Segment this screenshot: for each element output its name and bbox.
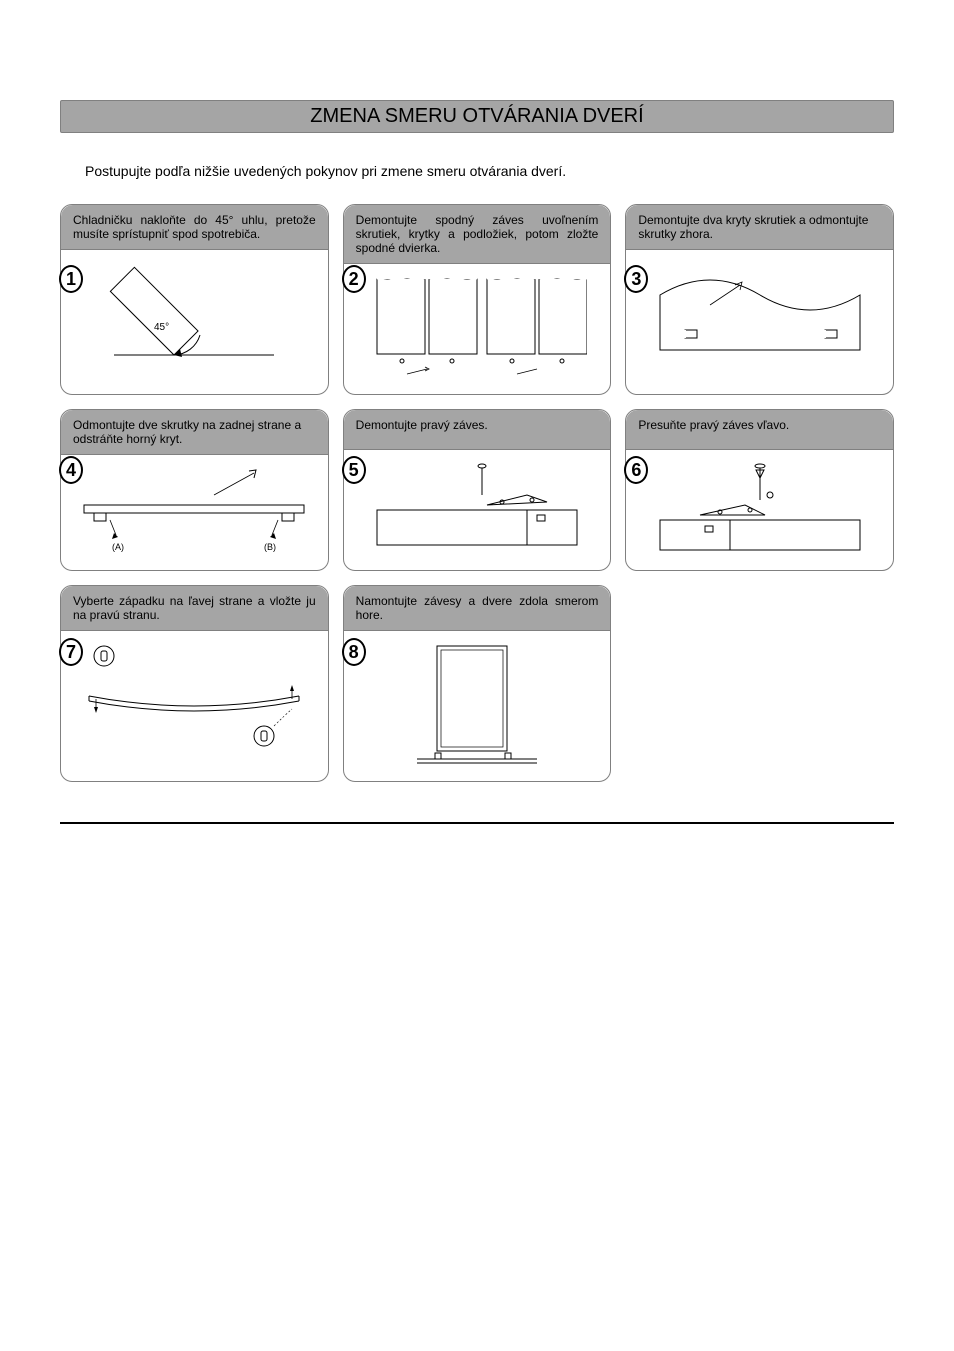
step-text-2: Demontujte spodný záves uvoľnením skruti… [344, 205, 611, 264]
step-card-7: Vyberte západku na ľavej strane a vložte… [60, 585, 329, 782]
step-card-3: Demontujte dva kryty skrutiek a odmontuj… [625, 204, 894, 395]
step-card-8: Namontujte závesy a dvere zdola smerom h… [343, 585, 612, 782]
step-diagram-8 [344, 631, 611, 781]
empty-cell [625, 585, 894, 782]
step-card-1: Chladničku nakloňte do 45° uhlu, pretože… [60, 204, 329, 395]
step-card-6: Presuňte pravý záves vľavo. 6 [625, 409, 894, 571]
step-number-4: 4 [59, 456, 83, 484]
step-diagram-6 [626, 450, 893, 570]
step-card-5: Demontujte pravý záves. 5 [343, 409, 612, 571]
step-number-7: 7 [59, 638, 83, 666]
divider [60, 822, 894, 824]
label-B: (B) [264, 542, 276, 552]
step-text-1: Chladničku nakloňte do 45° uhlu, pretože… [61, 205, 328, 250]
step-number-1: 1 [59, 265, 83, 293]
angle-label: 45° [154, 322, 169, 333]
step-number-2: 2 [342, 265, 366, 293]
step-text-8: Namontujte závesy a dvere zdola smerom h… [344, 586, 611, 631]
step-text-4: Odmontujte dve skrutky na zadnej strane … [61, 410, 328, 455]
intro-text: Postupujte podľa nižšie uvedených pokyno… [85, 163, 894, 179]
step-text-6: Presuňte pravý záves vľavo. [626, 410, 893, 450]
step-diagram-5 [344, 450, 611, 570]
step-number-8: 8 [342, 638, 366, 666]
step-number-5: 5 [342, 456, 366, 484]
step-diagram-3 [626, 250, 893, 370]
step-text-5: Demontujte pravý záves. [344, 410, 611, 450]
label-A: (A) [112, 542, 124, 552]
step-text-3: Demontujte dva kryty skrutiek a odmontuj… [626, 205, 893, 250]
page-title: ZMENA SMERU OTVÁRANIA DVERÍ [60, 100, 894, 133]
step-diagram-7 [61, 631, 328, 771]
step-diagram-2 [344, 264, 611, 394]
step-diagram-1: 45° [61, 250, 328, 380]
step-card-4: Odmontujte dve skrutky na zadnej strane … [60, 409, 329, 571]
step-diagram-4: (A) (B) [61, 455, 328, 565]
step-card-2: Demontujte spodný záves uvoľnením skruti… [343, 204, 612, 395]
step-text-7: Vyberte západku na ľavej strane a vložte… [61, 586, 328, 631]
